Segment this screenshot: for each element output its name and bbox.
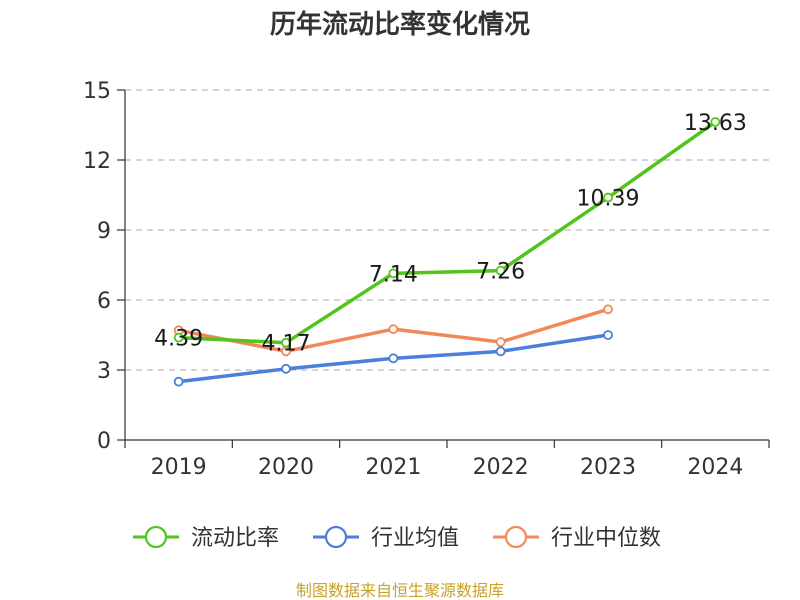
legend-label: 流动比率 xyxy=(191,526,279,551)
y-tick-label: 9 xyxy=(97,219,111,244)
y-tick-label: 6 xyxy=(97,289,111,314)
data-point xyxy=(603,192,613,203)
data-point xyxy=(173,332,184,343)
grid xyxy=(125,89,769,371)
data-point xyxy=(495,346,506,357)
legend-label: 行业中位数 xyxy=(551,526,661,551)
data-point xyxy=(710,117,721,127)
data-label: 10.39 xyxy=(577,187,640,212)
data-point xyxy=(603,304,613,315)
legend-marker xyxy=(144,525,168,549)
legend-marker xyxy=(504,525,528,549)
data-point xyxy=(495,337,506,347)
data-labels: 4.39 4.17 7.14 7.26 10.39 13.63 xyxy=(154,111,747,357)
source-note: 制图数据来自恒生聚源数据库 xyxy=(296,581,504,600)
chart-title: 历年流动比率变化情况 xyxy=(270,9,530,40)
x-tick-label: 2019 xyxy=(151,455,207,480)
x-tick-label: 2024 xyxy=(687,455,743,480)
data-point xyxy=(281,363,291,374)
axes: 0 3 6 9 12 15 2019 2020 2021 2022 2023 2024 xyxy=(83,79,770,480)
legend-label: 行业均值 xyxy=(371,526,459,551)
data-label: 7.26 xyxy=(476,260,525,285)
plot-area xyxy=(173,117,721,387)
y-tick-label: 12 xyxy=(83,149,111,174)
x-tick-label: 2022 xyxy=(473,455,529,480)
series-line-0 xyxy=(176,120,718,345)
data-point xyxy=(388,353,399,364)
data-point xyxy=(388,268,399,279)
x-tick-label: 2021 xyxy=(365,455,421,480)
y-tick-label: 3 xyxy=(97,359,111,384)
data-point xyxy=(495,265,506,276)
y-tick-label: 15 xyxy=(83,79,111,104)
data-point xyxy=(388,324,399,335)
y-tick-label: 0 xyxy=(97,429,111,454)
data-point xyxy=(281,337,291,348)
data-point xyxy=(173,376,184,387)
x-tick-label: 2023 xyxy=(580,455,636,480)
data-point xyxy=(603,330,613,340)
legend-marker xyxy=(324,525,348,549)
data-label: 4.17 xyxy=(262,332,311,357)
data-label: 13.63 xyxy=(684,111,747,136)
legend: 流动比率 行业均值 行业中位数 xyxy=(133,525,661,551)
x-tick-label: 2020 xyxy=(258,455,314,480)
data-label: 4.39 xyxy=(154,327,203,352)
data-label: 7.14 xyxy=(369,262,418,287)
